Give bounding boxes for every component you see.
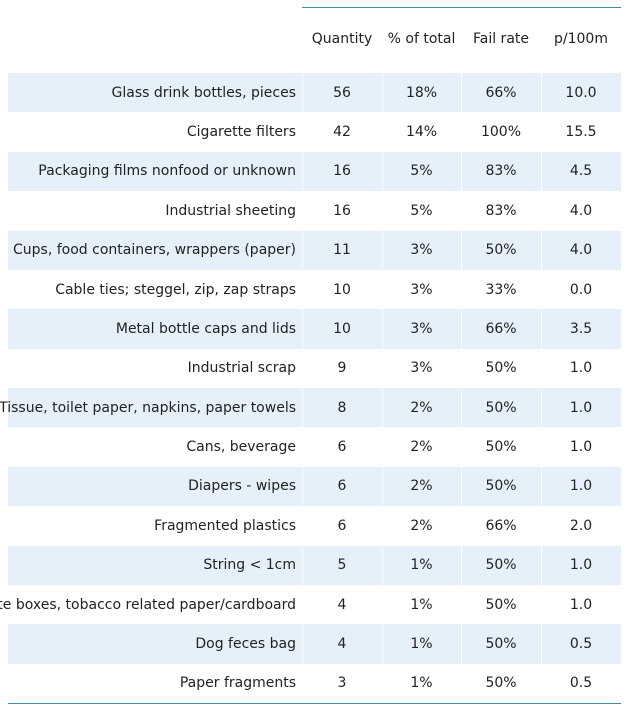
table-cell: 1.0 — [569, 439, 593, 456]
row-label: String < 1cm — [203, 557, 296, 574]
top-rule — [302, 7, 621, 8]
table-cell: 0.0 — [569, 281, 593, 298]
table-cell: 16 — [333, 202, 351, 219]
table-cell: 66% — [485, 517, 517, 534]
table-cell: 66% — [485, 84, 517, 101]
table-cell: 0.5 — [569, 635, 593, 652]
table-cell: 2% — [410, 478, 433, 495]
table-cell: 1.0 — [569, 596, 593, 613]
table-cell: 1.0 — [569, 557, 593, 574]
row-stripe — [8, 151, 621, 192]
table-cell: 15.5 — [565, 124, 597, 141]
table-cell: 1% — [410, 675, 433, 692]
column-header: p/100m — [554, 31, 608, 47]
table-cell: 50% — [485, 557, 517, 574]
table-cell: 3% — [410, 242, 433, 259]
table-cell: 2% — [410, 517, 433, 534]
table-cell: 100% — [480, 124, 522, 141]
table-cell: 4 — [337, 596, 347, 613]
table-cell: 4 — [337, 635, 347, 652]
table-cell: 3% — [410, 360, 433, 377]
table-cell: 6 — [337, 439, 347, 456]
table-cell: 14% — [405, 124, 438, 141]
row-label: Industrial sheeting — [165, 202, 296, 219]
row-label: Cable ties; steggel, zip, zap straps — [55, 281, 296, 298]
row-label: Cigarette boxes, tobacco related paper/c… — [0, 596, 296, 613]
table-cell: 3% — [410, 320, 433, 337]
column-separator — [302, 73, 303, 703]
table-cell: 18% — [405, 84, 438, 101]
row-stripe — [8, 388, 621, 428]
row-stripe — [8, 545, 621, 585]
column-separator — [461, 73, 462, 703]
table-cell: 50% — [485, 478, 517, 495]
table-cell: 56 — [333, 84, 351, 101]
row-label: Metal bottle caps and lids — [115, 320, 296, 337]
row-stripe — [8, 73, 621, 113]
row-stripe — [8, 466, 621, 507]
table-cell: 4.0 — [569, 202, 593, 219]
row-stripe — [8, 230, 621, 270]
table-cell: 4.0 — [569, 242, 593, 259]
table-cell: 10.0 — [565, 84, 597, 101]
table-cell: 10 — [333, 281, 351, 298]
bottom-rule — [8, 703, 621, 704]
table-cell: 1.0 — [569, 399, 593, 416]
table-cell: 2.0 — [569, 517, 593, 534]
table-cell: 11 — [333, 242, 351, 259]
table-cell: 50% — [485, 635, 517, 652]
column-separator — [382, 73, 383, 703]
column-header: Quantity — [311, 31, 373, 47]
table-cell: 9 — [337, 360, 347, 377]
table-cell: 4.5 — [569, 163, 593, 180]
table-cell: 50% — [485, 439, 517, 456]
row-label: Cups, food containers, wrappers (paper) — [13, 242, 296, 259]
row-label: Cigarette filters — [186, 124, 296, 141]
column-separator — [541, 73, 542, 703]
table-cell: 10 — [333, 320, 351, 337]
table-cell: 50% — [485, 675, 517, 692]
table-cell: 2% — [410, 399, 433, 416]
table-cell: 50% — [485, 399, 517, 416]
table-cell: 5% — [410, 163, 433, 180]
row-label: Tissue, toilet paper, napkins, paper tow… — [0, 399, 296, 416]
table-cell: 1% — [410, 635, 433, 652]
row-label: Packaging films nonfood or unknown — [38, 163, 296, 180]
table-cell: 6 — [337, 478, 347, 495]
row-stripe — [8, 309, 621, 349]
row-label: Industrial scrap — [187, 360, 296, 377]
table-cell: 1.0 — [569, 478, 593, 495]
table-cell: 83% — [485, 202, 517, 219]
table-cell: 42 — [333, 124, 351, 141]
table-cell: 66% — [485, 320, 517, 337]
table-cell: 50% — [485, 242, 517, 259]
column-header: % of total — [387, 31, 456, 47]
table-cell: 5% — [410, 202, 433, 219]
table-cell: 16 — [333, 163, 351, 180]
table-cell: 1% — [410, 596, 433, 613]
table-cell: 8 — [337, 399, 347, 416]
table-cell: 2% — [410, 439, 433, 456]
table-cell: 6 — [337, 517, 347, 534]
table-cell: 50% — [485, 596, 517, 613]
row-stripe — [8, 624, 621, 664]
table-cell: 33% — [485, 281, 517, 298]
row-label: Paper fragments — [179, 675, 296, 692]
row-label: Dog feces bag — [195, 635, 296, 652]
row-label: Fragmented plastics — [154, 517, 296, 534]
table-cell: 50% — [485, 360, 517, 377]
table-cell: 83% — [485, 163, 517, 180]
table-cell: 1.0 — [569, 360, 593, 377]
column-header: Fail rate — [472, 31, 529, 47]
table-cell: 1% — [410, 557, 433, 574]
row-label: Cans, beverage — [186, 439, 296, 456]
table-cell: 3% — [410, 281, 433, 298]
table-cell: 0.5 — [569, 675, 593, 692]
table-cell: 3.5 — [569, 320, 593, 337]
table-cell: 3 — [337, 675, 347, 692]
row-label: Diapers - wipes — [188, 478, 296, 495]
row-label: Glass drink bottles, pieces — [111, 84, 296, 101]
table-cell: 5 — [337, 557, 347, 574]
